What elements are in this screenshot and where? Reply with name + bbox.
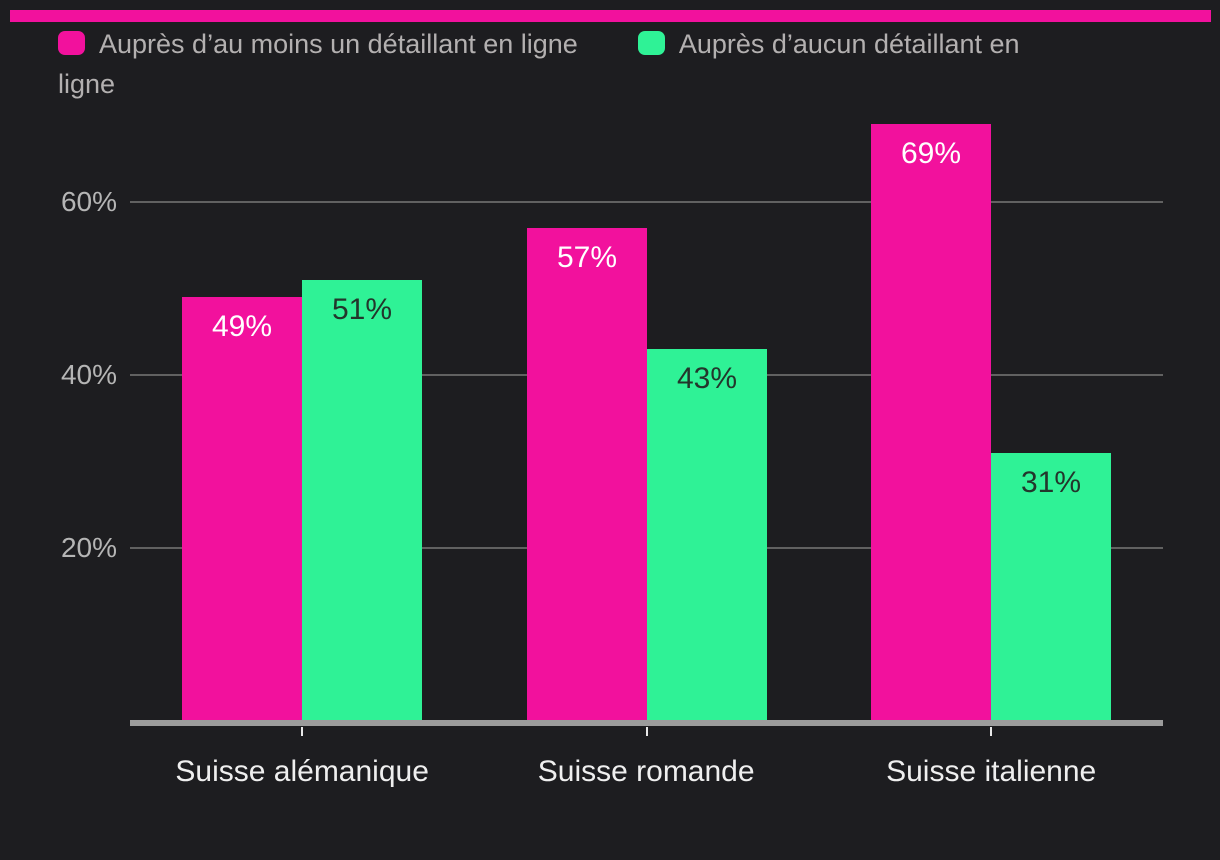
x-axis-category-label: Suisse italienne: [886, 755, 1097, 788]
bar-group1-series2[interactable]: 51%: [302, 280, 422, 721]
bar-value-label: 69%: [900, 137, 962, 170]
x-axis-category-label: Suisse romande: [537, 755, 755, 788]
legend: Auprès d’au moins un détaillant en ligne…: [58, 24, 1168, 104]
gridline-60: [130, 201, 1163, 203]
legend-swatch-pink: [58, 31, 85, 55]
bar-value-label: 43%: [676, 362, 738, 395]
bar-group1-series1[interactable]: 49%: [182, 297, 302, 721]
x-axis-line: [130, 720, 1163, 726]
y-axis-tick-label: 40%: [60, 359, 117, 390]
bar-group3-series2[interactable]: 31%: [991, 453, 1111, 721]
y-axis-tick-label: 60%: [60, 186, 117, 217]
bar-group2-series1[interactable]: 57%: [527, 228, 647, 721]
legend-item-at-least-one-retailer[interactable]: Auprès d’au moins un détaillant en ligne: [58, 29, 578, 59]
bar-group2-series2[interactable]: 43%: [647, 349, 767, 721]
legend-label: ligne: [58, 69, 116, 99]
brand-stripe: [10, 10, 1211, 22]
legend-swatch-green: [637, 31, 665, 55]
legend-item-no-retailer[interactable]: Auprès d’aucun détaillant en ligne: [58, 29, 1020, 99]
x-axis-category-label: Suisse alémanique: [175, 755, 429, 788]
bar-value-label: 51%: [331, 293, 393, 326]
x-axis-tick: [646, 727, 648, 736]
bar-group3-series1[interactable]: 69%: [871, 124, 991, 721]
bar-value-label: 49%: [211, 310, 273, 343]
bar-value-label: 57%: [556, 241, 618, 274]
x-axis-tick: [301, 727, 303, 736]
bar-value-label: 31%: [1020, 466, 1082, 499]
legend-label: Auprès d’au moins un détaillant en ligne: [99, 29, 578, 59]
legend-label: Auprès d’aucun détaillant en: [678, 29, 1020, 59]
y-axis-tick-label: 20%: [60, 532, 117, 563]
x-axis-tick: [990, 727, 992, 736]
